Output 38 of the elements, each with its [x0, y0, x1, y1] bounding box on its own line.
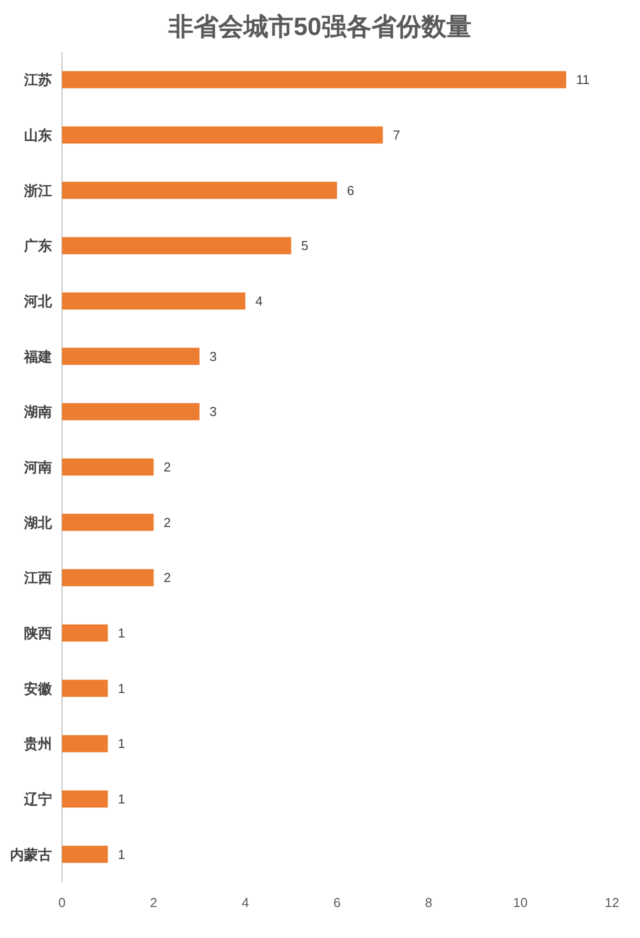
title: 非省会城市50强各省份数量	[168, 13, 472, 41]
category-label: 浙江	[24, 182, 52, 198]
data-label: 4	[255, 294, 263, 308]
category-label: 江苏	[24, 72, 52, 88]
data-label: 1	[118, 736, 126, 752]
x-tick-label: 2	[150, 895, 158, 910]
data-label: 2	[164, 570, 171, 586]
x-tick-label: 4	[242, 895, 249, 910]
category-label: 福建	[24, 348, 52, 364]
data-label: 1	[118, 846, 126, 862]
x-tick-label: 6	[333, 895, 341, 910]
data-label: 6	[347, 182, 354, 198]
category-label: 江西	[24, 570, 52, 586]
data-label: 1	[118, 792, 126, 806]
category-label: 广东	[24, 238, 52, 254]
x-tick-label: 8	[425, 895, 432, 910]
data-label: 1	[118, 680, 126, 696]
x-tick-label: 0	[58, 895, 66, 910]
data-label: 7	[392, 128, 400, 142]
data-label: 2	[164, 514, 171, 530]
data-label: 11	[576, 72, 590, 88]
category-label: 河南	[24, 459, 52, 475]
category-label: 河北	[24, 293, 52, 309]
category-label: 辽宁	[24, 791, 52, 807]
category-label: 安徽	[24, 680, 52, 696]
data-label: 1	[118, 626, 126, 640]
category-label: 山东	[24, 127, 52, 143]
x-tick-label: 10	[513, 895, 528, 910]
data-label: 3	[210, 404, 217, 420]
data-label: 3	[210, 348, 217, 364]
category-label: 湖北	[24, 514, 52, 530]
category-label: 贵州	[24, 736, 52, 752]
data-label: 5	[301, 238, 308, 254]
data-label: 2	[164, 460, 171, 474]
category-label: 内蒙古	[10, 846, 52, 862]
x-tick-label: 12	[604, 895, 620, 910]
category-label: 陕西	[24, 625, 52, 641]
category-label: 湖南	[24, 404, 52, 420]
